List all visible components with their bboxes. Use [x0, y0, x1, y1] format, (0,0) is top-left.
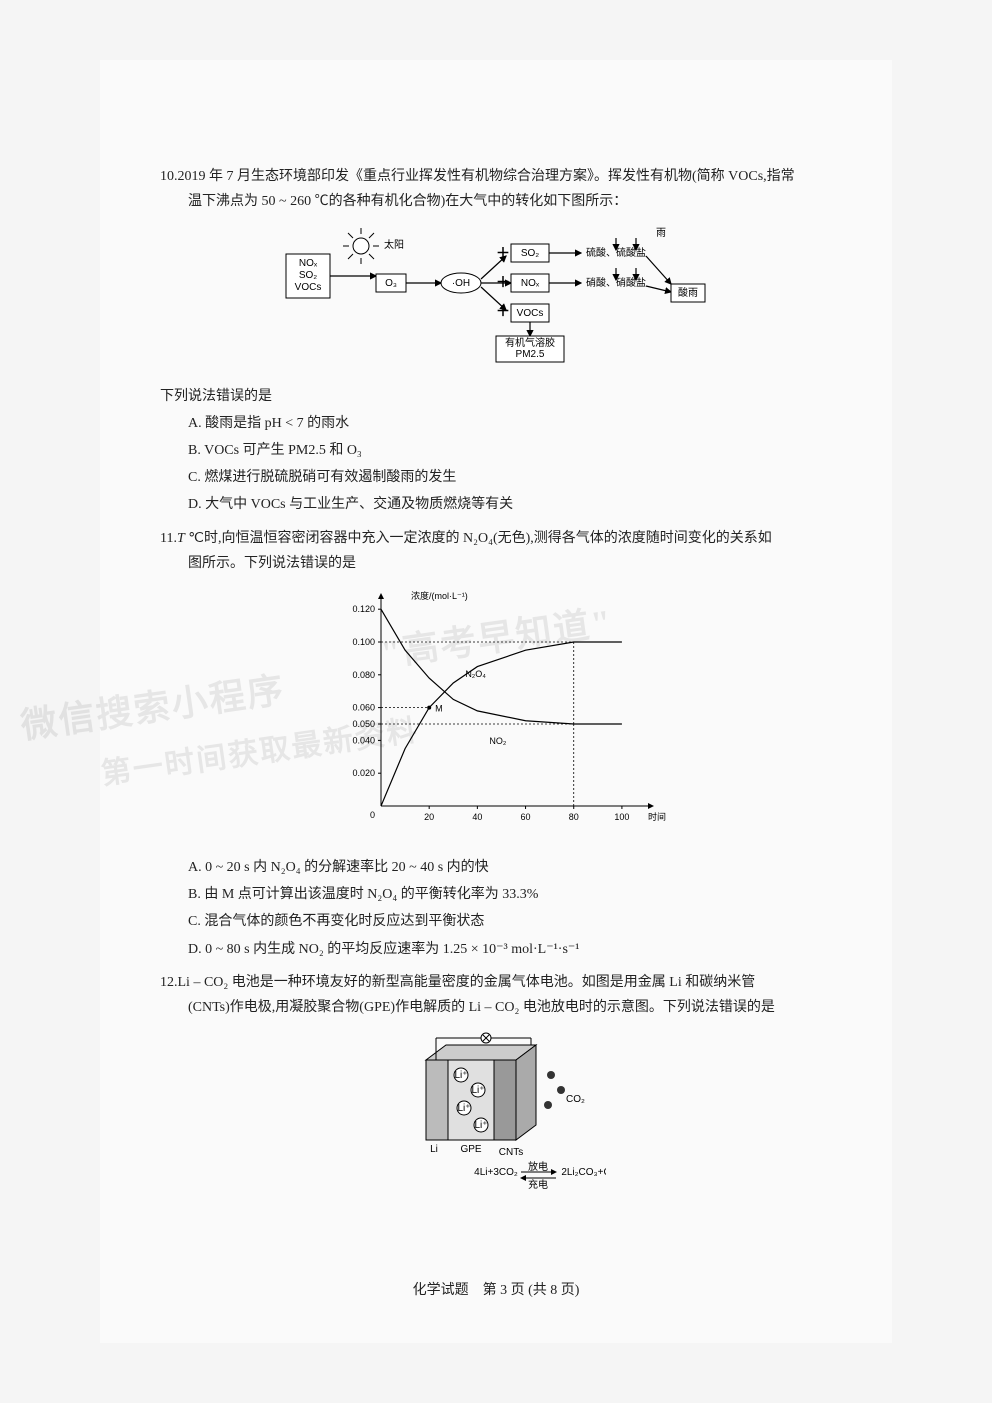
q11-opt-d: D. 0 ~ 80 s 内生成 NO₂ 的平均反应速率为 1.25 × 10⁻³…: [160, 937, 832, 962]
svg-text:＋: ＋: [496, 247, 510, 262]
q11-stem-line1: ℃时,向恒温恒容密闭容器中充入一定浓度的 N₂O₄(无色),测得各气体的浓度随时…: [188, 531, 772, 546]
svg-text:80: 80: [569, 812, 579, 822]
q11-stem-line2: 图所示。下列说法错误的是: [160, 551, 832, 576]
svg-text:0.050: 0.050: [352, 719, 375, 729]
q11-opt-a: A. 0 ~ 20 s 内 N₂O₄ 的分解速率比 20 ~ 40 s 内的快: [160, 855, 832, 880]
svg-text:0.120: 0.120: [352, 604, 375, 614]
vocs-flow-diagram: NOₓ SO₂ VOCs 太阳 O₃: [276, 224, 716, 364]
q11-chart: 0.020 0.040 0.050 0.060 0.080 0.100 0.120 20 40 6…: [160, 586, 832, 845]
q10-number: 10.: [160, 169, 178, 184]
svg-text:4Li+3CO₂: 4Li+3CO₂: [474, 1167, 518, 1178]
svg-text:NO₂: NO₂: [489, 736, 507, 746]
leftbox-so2: SO₂: [299, 270, 317, 281]
q10-opt-c: C. 燃煤进行脱硫脱硝可有效遏制酸雨的发生: [160, 465, 832, 490]
cnts-label: CNTs: [499, 1147, 523, 1158]
li-co2-battery-diagram: Li⁺ Li⁺ Li⁺ Li⁺ CO₂: [386, 1030, 606, 1190]
svg-text:100: 100: [614, 812, 629, 822]
svg-text:0.020: 0.020: [352, 768, 375, 778]
q12-stem-line2: (CNTs)作电极,用凝胶聚合物(GPE)作电解质的 Li – CO₂ 电池放电…: [160, 995, 832, 1020]
q10-opt-d: D. 大气中 VOCs 与工业生产、交通及物质燃烧等有关: [160, 492, 832, 517]
svg-text:0.080: 0.080: [352, 670, 375, 680]
svg-text:0.040: 0.040: [352, 735, 375, 745]
q10-opt-a: A. 酸雨是指 pH < 7 的雨水: [160, 411, 832, 436]
svg-text:20: 20: [424, 812, 434, 822]
svg-text:N₂O₄: N₂O₄: [465, 669, 486, 679]
oh-label: ·OH: [452, 278, 470, 289]
concentration-time-chart: 0.020 0.040 0.050 0.060 0.080 0.100 0.120 20 40 6…: [326, 586, 666, 836]
acid-rain-box: 酸雨: [678, 286, 698, 299]
eqn-rev: 充电: [528, 1178, 548, 1190]
q10-stem-line2: 温下沸点为 50 ~ 260 ℃的各种有机化合物)在大气中的转化如下图所示：: [160, 189, 832, 214]
q12-stem: 12.Li – CO₂ 电池是一种环境友好的新型高能量密度的金属气体电池。如图是…: [160, 970, 832, 995]
q10-prompt: 下列说法错误的是: [160, 384, 832, 409]
so2-box: SO₂: [521, 248, 539, 259]
li-ion-4: Li⁺: [474, 1120, 487, 1131]
svg-text:0.100: 0.100: [352, 637, 375, 647]
svg-text:0: 0: [370, 810, 375, 820]
svg-text:有机气溶胶: 有机气溶胶: [505, 336, 555, 349]
q12-number: 12.: [160, 975, 178, 990]
page-footer: 化学试题 第 3 页 (共 8 页): [100, 1278, 892, 1303]
rain-label: 雨: [656, 228, 666, 239]
q10-opt-b: B. VOCs 可产生 PM2.5 和 O₃: [160, 438, 832, 463]
svg-text:M: M: [435, 703, 443, 713]
svg-text:2Li₂CO₃+C: 2Li₂CO₃+C: [561, 1167, 606, 1178]
li-label: Li: [430, 1144, 438, 1155]
li-ion-3: Li⁺: [457, 1103, 470, 1114]
q10-diagram: NOₓ SO₂ VOCs 太阳 O₃: [160, 224, 832, 373]
sun-label: 太阳: [384, 238, 404, 251]
gpe-label: GPE: [460, 1144, 481, 1155]
q11-number: 11.: [160, 531, 177, 546]
svg-text:PM2.5: PM2.5: [516, 349, 545, 360]
svg-text:60: 60: [521, 812, 531, 822]
question-12: 12.Li – CO₂ 电池是一种环境友好的新型高能量密度的金属气体电池。如图是…: [160, 970, 832, 1200]
question-11: 11.T ℃时,向恒温恒容密闭容器中充入一定浓度的 N₂O₄(无色),测得各气体…: [160, 526, 832, 962]
q12-stem-line1: Li – CO₂ 电池是一种环境友好的新型高能量密度的金属气体电池。如图是用金属…: [178, 975, 756, 990]
svg-text:时间/s: 时间/s: [648, 811, 666, 822]
o3-box: O₃: [385, 278, 397, 289]
q10-stem-line1: 2019 年 7 月生态环境部印发《重点行业挥发性有机物综合治理方案》。挥发性有…: [178, 169, 795, 184]
eqn-fwd: 放电: [528, 1160, 548, 1173]
watermark-1: 微信搜索小程序: [17, 658, 289, 759]
q11-opt-b: B. 由 M 点可计算出该温度时 N₂O₄ 的平衡转化率为 33.3%: [160, 882, 832, 907]
q11-opt-c: C. 混合气体的颜色不再变化时反应达到平衡状态: [160, 909, 832, 934]
leftbox-nox: NOₓ: [299, 258, 318, 269]
li-ion-2: Li⁺: [471, 1085, 484, 1096]
svg-text:0.060: 0.060: [352, 702, 375, 712]
vocs-box: VOCs: [517, 308, 544, 319]
svg-text:40: 40: [472, 812, 482, 822]
q11-stem: 11.T ℃时,向恒温恒容密闭容器中充入一定浓度的 N₂O₄(无色),测得各气体…: [160, 526, 832, 551]
co2-label: CO₂: [566, 1094, 585, 1105]
leftbox-vocs: VOCs: [295, 282, 322, 293]
svg-text:浓度/(mol·L⁻¹): 浓度/(mol·L⁻¹): [411, 590, 468, 601]
question-10: 10.2019 年 7 月生态环境部印发《重点行业挥发性有机物综合治理方案》。挥…: [160, 164, 832, 518]
q12-diagram: Li⁺ Li⁺ Li⁺ Li⁺ CO₂: [160, 1030, 832, 1199]
exam-page: 10.2019 年 7 月生态环境部印发《重点行业挥发性有机物综合治理方案》。挥…: [100, 60, 892, 1343]
li-ion-1: Li⁺: [454, 1070, 467, 1081]
q10-stem: 10.2019 年 7 月生态环境部印发《重点行业挥发性有机物综合治理方案》。挥…: [160, 164, 832, 189]
nox-box: NOₓ: [521, 278, 540, 289]
